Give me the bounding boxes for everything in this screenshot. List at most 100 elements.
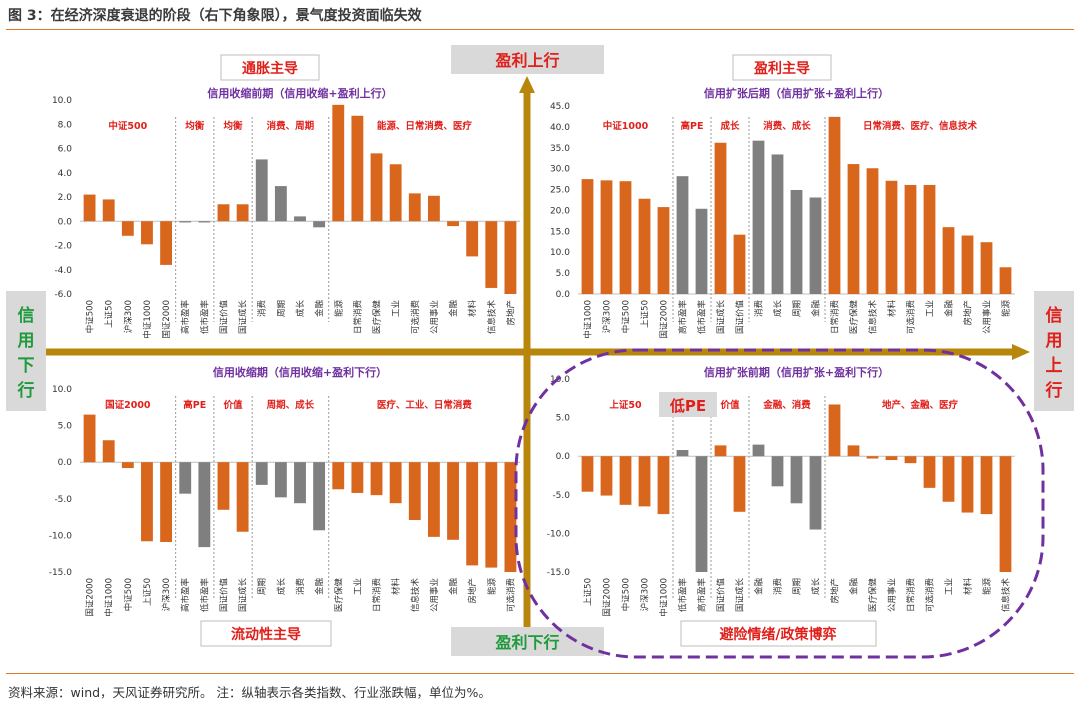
category-label: 日常消费 xyxy=(830,300,841,335)
axis-label-right-char: 上 xyxy=(1046,356,1063,376)
category-label: 上证50 xyxy=(641,300,651,328)
axis-label-right: 信 用 上 行 xyxy=(1045,305,1063,401)
bar xyxy=(828,404,841,457)
category-label: 国证2000 xyxy=(162,300,172,339)
category-label: 低市盈率 xyxy=(199,578,210,613)
category-label: 信息技术 xyxy=(868,300,879,335)
y-tick-label: 6.0 xyxy=(58,145,73,155)
vertical-axis-arrowhead xyxy=(519,76,535,93)
bar xyxy=(980,456,993,515)
bar xyxy=(809,197,822,294)
category-label: 金融 xyxy=(448,300,459,318)
bar xyxy=(676,176,689,294)
category-label: 沪深300 xyxy=(161,578,172,611)
category-label: 信息技术 xyxy=(486,300,497,335)
group-label: 地产、金融、医疗 xyxy=(882,399,959,411)
category-label: 工业 xyxy=(925,300,936,317)
category-label: 材料 xyxy=(887,300,898,318)
bar xyxy=(638,456,651,507)
y-tick-label: 10.0 xyxy=(52,96,72,106)
bar xyxy=(733,456,746,512)
y-tick-label: -4.0 xyxy=(54,266,72,276)
group-label: 医疗、工业、日常消费 xyxy=(377,399,473,411)
category-label: 日常消费 xyxy=(906,578,917,613)
chart-credit-expansion-late: 信用扩张后期（信用扩张+盈利上行） 45.0 40.0 35.0 30.0 25.0 20.… xyxy=(550,86,1015,339)
group-label: 消费、成长 xyxy=(763,120,811,132)
bar xyxy=(102,440,115,463)
bar xyxy=(866,168,879,294)
category-label: 中证1000 xyxy=(142,300,153,339)
bar xyxy=(179,221,192,223)
bar xyxy=(504,462,517,572)
axis-label-left-char: 行 xyxy=(17,380,35,401)
axis-label-left-char: 信 xyxy=(18,305,35,326)
bar xyxy=(657,456,670,515)
bar xyxy=(294,462,306,504)
category-label: 国证价值 xyxy=(218,300,229,335)
bar xyxy=(102,199,115,222)
category-label: 低市盈率 xyxy=(697,300,708,335)
figure-title: 图 3：在经济深度衰退的阶段（右下角象限），景气度投资面临失效 xyxy=(8,8,422,24)
bar xyxy=(695,456,708,572)
y-tick-label: 10.0 xyxy=(550,375,570,385)
category-label: 沪深300 xyxy=(640,578,651,611)
group-label: 日常消费、医疗、信息技术 xyxy=(863,120,978,132)
category-label: 日常消费 xyxy=(372,578,383,613)
axis-label-left-char: 用 xyxy=(18,331,35,351)
category-label: 国证价值 xyxy=(716,578,727,613)
axis-label-top-box xyxy=(451,45,604,74)
category-label: 上证50 xyxy=(143,578,153,606)
y-tick-label: -10.0 xyxy=(49,531,73,541)
category-label: 房地产 xyxy=(830,578,841,604)
bar xyxy=(313,462,326,531)
quadrant-label-tl-box xyxy=(220,54,320,81)
y-tick-label: 5.0 xyxy=(556,269,571,279)
category-label: 医疗保健 xyxy=(849,300,860,335)
bar xyxy=(141,462,153,542)
axis-label-right-char: 信 xyxy=(1046,305,1063,326)
category-label: 能源 xyxy=(982,578,993,596)
category-label: 高市盈率 xyxy=(678,300,689,335)
bar xyxy=(923,456,936,488)
bar xyxy=(466,221,479,257)
category-label: 可选消费 xyxy=(410,300,421,335)
bar xyxy=(389,164,402,222)
chart-title: 信用扩张后期（信用扩张+盈利上行） xyxy=(704,86,889,100)
category-label: 医疗保健 xyxy=(333,578,344,613)
bar xyxy=(619,456,632,505)
bar xyxy=(600,456,613,496)
y-tick-label: 4.0 xyxy=(58,169,73,179)
category-label: 成长 xyxy=(773,300,784,318)
category-label: 国证2000 xyxy=(86,578,96,617)
category-label: 上证50 xyxy=(105,300,115,328)
group-label: 价值 xyxy=(720,399,740,411)
category-label: 信息技术 xyxy=(1001,578,1012,613)
axis-label-left-box xyxy=(6,291,46,411)
y-tick-label: 15.0 xyxy=(550,227,570,237)
y-tick-label: -6.0 xyxy=(54,290,72,300)
category-label: 国证成长 xyxy=(735,578,746,613)
category-label: 公用事业 xyxy=(429,578,440,612)
group-label: 高PE xyxy=(183,399,206,411)
category-label: 高市盈率 xyxy=(180,578,191,613)
category-label: 消费 xyxy=(754,300,765,318)
bar xyxy=(313,221,326,228)
bar xyxy=(923,184,936,294)
bar xyxy=(733,234,746,294)
bar xyxy=(600,180,613,294)
bar xyxy=(714,445,727,457)
bar xyxy=(389,462,402,504)
bar xyxy=(294,216,306,222)
y-tick-label: 45.0 xyxy=(550,102,570,112)
y-tick-label: 8.0 xyxy=(58,120,73,130)
bar xyxy=(904,456,917,464)
category-label: 房地产 xyxy=(505,300,516,326)
chart-credit-contraction: 信用收缩期（信用收缩+盈利下行） 10.0 5.0 0.0 -5.0 -10.0 -15.0… xyxy=(49,365,520,617)
y-tick-label: 10.0 xyxy=(550,248,570,258)
category-label: 房地产 xyxy=(467,578,478,604)
bar xyxy=(179,462,192,494)
bar xyxy=(466,462,479,566)
category-label: 周期 xyxy=(793,578,803,595)
group-label: 能源、日常消费、医疗 xyxy=(377,120,473,132)
